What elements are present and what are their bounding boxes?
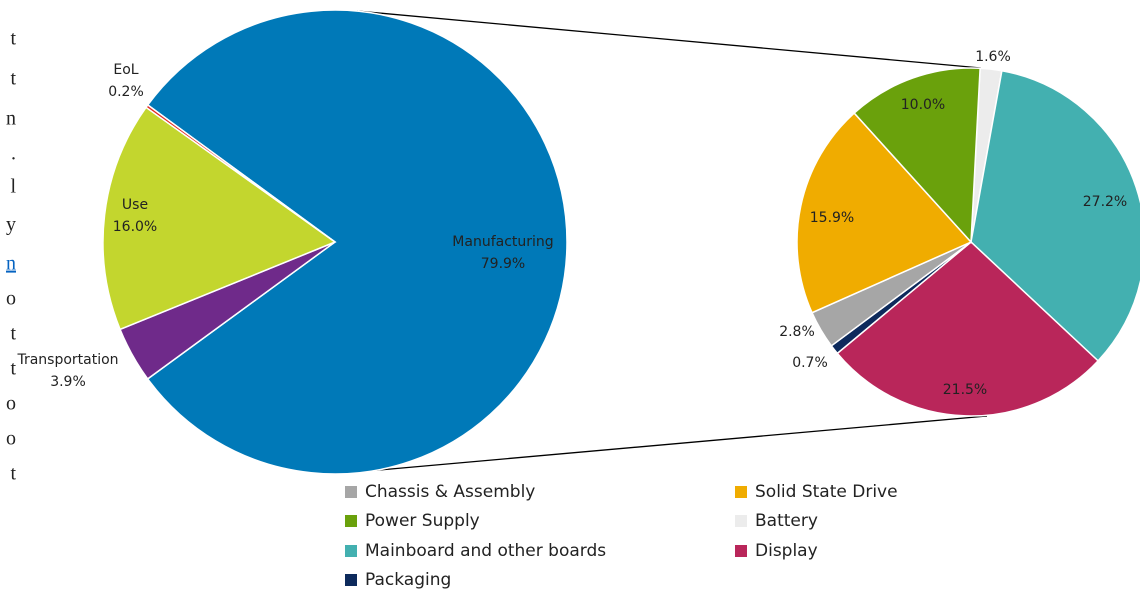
legend-swatch: [735, 486, 747, 498]
data-label: 1.6%: [975, 49, 1011, 65]
page-text-fragment: .: [11, 143, 16, 165]
pie-slice: [146, 9, 568, 475]
pie-slice: [836, 240, 1100, 417]
page-text-fragment: t: [10, 28, 16, 50]
data-label: 21.5%: [943, 382, 987, 398]
pie-slice: [970, 69, 1140, 362]
text-link[interactable]: n: [6, 253, 16, 275]
connector-line: [356, 415, 988, 473]
legend-swatch: [735, 545, 747, 557]
legend-swatch: [345, 545, 357, 557]
pie-slice: [796, 111, 973, 314]
pie-slice: [853, 67, 981, 244]
page-text-fragment: n: [6, 108, 16, 130]
data-label: 2.8%: [779, 324, 815, 340]
data-label: 0.2%: [108, 84, 144, 100]
page-text-fragment: l: [10, 176, 16, 198]
page-text-fragment: t: [10, 463, 16, 485]
pie-slice: [145, 103, 336, 243]
legend-label: Display: [755, 541, 818, 561]
legend-label: Mainboard and other boards: [365, 541, 606, 561]
legend-swatch: [735, 515, 747, 527]
legend-label: Battery: [755, 511, 818, 531]
data-label: 3.9%: [50, 374, 86, 390]
page-text-fragment: o: [6, 393, 16, 415]
page-text-fragment: t: [10, 358, 16, 380]
page-text-fragment: o: [6, 428, 16, 450]
pie-slice: [102, 106, 337, 331]
data-label: 27.2%: [1083, 194, 1127, 210]
slice-name: Manufacturing: [452, 234, 553, 250]
data-label: 0.7%: [792, 355, 828, 371]
slice-name: EoL: [113, 62, 138, 78]
legend-swatch: [345, 574, 357, 586]
data-label: 16.0%: [113, 219, 157, 235]
legend-label: Solid State Drive: [755, 482, 898, 502]
page-text-fragment: y: [6, 214, 16, 236]
slice-name: Use: [122, 197, 148, 213]
legend-swatch: [345, 486, 357, 498]
data-label: 10.0%: [901, 97, 945, 113]
connector-line: [356, 10, 982, 69]
slice-name: Transportation: [16, 352, 118, 368]
page-text-fragment: o: [6, 288, 16, 310]
data-label: 79.9%: [481, 256, 525, 272]
page-text-fragment: t: [10, 323, 16, 345]
page-text-fragment: t: [10, 68, 16, 90]
legend-swatch: [345, 515, 357, 527]
legend-label: Chassis & Assembly: [365, 482, 535, 502]
legend-label: Packaging: [365, 570, 451, 590]
data-label: 15.9%: [810, 210, 854, 226]
legend-label: Power Supply: [365, 511, 480, 531]
